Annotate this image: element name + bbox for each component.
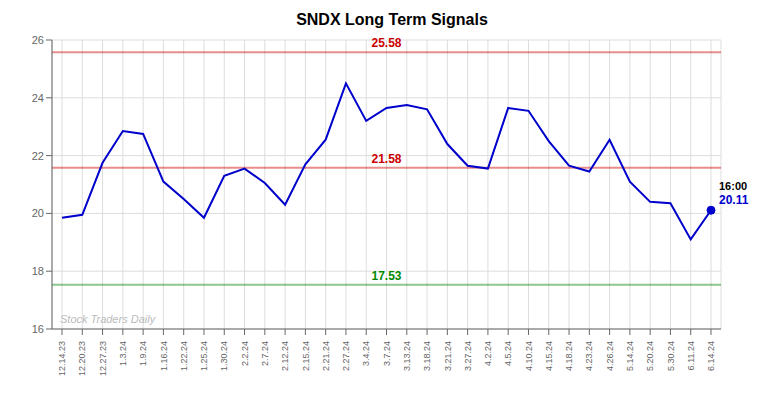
svg-text:6.14.24: 6.14.24 <box>706 341 716 371</box>
svg-text:26: 26 <box>32 34 44 46</box>
svg-text:12.20.23: 12.20.23 <box>77 341 87 376</box>
svg-text:2.27.24: 2.27.24 <box>341 341 351 371</box>
svg-text:3.21.24: 3.21.24 <box>442 341 452 371</box>
svg-text:24: 24 <box>32 92 44 104</box>
svg-text:3.18.24: 3.18.24 <box>422 341 432 371</box>
svg-text:2.2.24: 2.2.24 <box>240 341 250 366</box>
svg-text:Stock Traders Daily: Stock Traders Daily <box>60 313 157 325</box>
svg-text:4.18.24: 4.18.24 <box>564 341 574 371</box>
svg-text:5.14.24: 5.14.24 <box>625 341 635 371</box>
svg-text:2.7.24: 2.7.24 <box>260 341 270 366</box>
svg-text:4.2.24: 4.2.24 <box>483 341 493 366</box>
svg-text:21.58: 21.58 <box>371 152 401 166</box>
svg-text:12.27.23: 12.27.23 <box>98 341 108 376</box>
svg-text:16:00: 16:00 <box>719 180 747 192</box>
svg-text:4.5.24: 4.5.24 <box>503 341 513 366</box>
svg-text:4.26.24: 4.26.24 <box>605 341 615 371</box>
svg-text:18: 18 <box>32 265 44 277</box>
svg-text:4.23.24: 4.23.24 <box>584 341 594 371</box>
html-text:SNDX Long Term Signals: SNDX Long Term Signals <box>296 11 488 28</box>
svg-text:22: 22 <box>32 150 44 162</box>
svg-text:3.7.24: 3.7.24 <box>382 341 392 366</box>
svg-text:1.16.24: 1.16.24 <box>159 341 169 371</box>
svg-text:20: 20 <box>32 207 44 219</box>
svg-text:2.15.24: 2.15.24 <box>301 341 311 371</box>
svg-text:1.3.24: 1.3.24 <box>118 341 128 366</box>
svg-text:17.53: 17.53 <box>371 269 401 283</box>
svg-text:3.4.24: 3.4.24 <box>361 341 371 366</box>
svg-text:16: 16 <box>32 323 44 335</box>
svg-text:3.13.24: 3.13.24 <box>402 341 412 371</box>
svg-text:2.21.24: 2.21.24 <box>321 341 331 371</box>
svg-text:5.20.24: 5.20.24 <box>645 341 655 371</box>
svg-text:1.9.24: 1.9.24 <box>138 341 148 366</box>
svg-text:1.22.24: 1.22.24 <box>179 341 189 371</box>
svg-text:3.27.24: 3.27.24 <box>463 341 473 371</box>
svg-text:1.25.24: 1.25.24 <box>199 341 209 371</box>
svg-text:4.10.24: 4.10.24 <box>524 341 534 371</box>
svg-text:4.15.24: 4.15.24 <box>544 341 554 371</box>
svg-text:20.11: 20.11 <box>719 193 749 207</box>
svg-text:6.11.24: 6.11.24 <box>686 341 696 370</box>
svg-text:5.30.24: 5.30.24 <box>666 341 676 371</box>
svg-text:25.58: 25.58 <box>371 36 401 50</box>
svg-text:2.12.24: 2.12.24 <box>280 341 290 371</box>
svg-text:12.14.23: 12.14.23 <box>57 341 67 376</box>
svg-text:1.30.24: 1.30.24 <box>219 341 229 371</box>
